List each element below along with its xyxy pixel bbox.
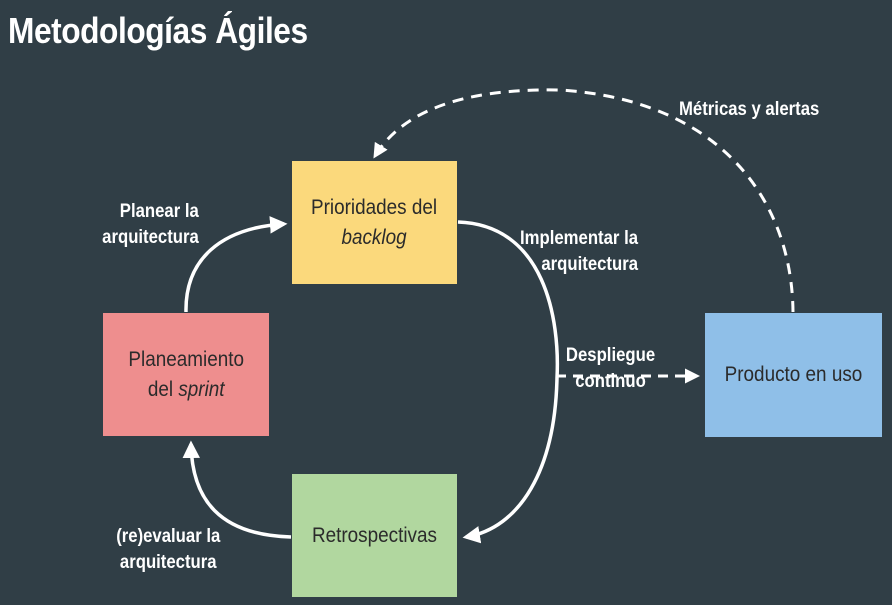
node-backlog-line2: backlog xyxy=(341,225,408,249)
node-producto-label: Producto en uso xyxy=(724,363,863,386)
node-prioridades-backlog: Prioridades del backlog xyxy=(292,161,457,284)
node-retrospectivas: Retrospectivas xyxy=(292,474,457,597)
edge-label-despliegue: Despliegue continuo xyxy=(563,343,658,395)
edge-label-reevaluar-line1: (re)evaluar la xyxy=(115,526,220,547)
edge-label-reevaluar-line2: arquitectura xyxy=(119,552,217,573)
edge-label-planear: Planear la arquitectura xyxy=(102,199,199,251)
node-sprint-line2-prefix: del xyxy=(147,377,179,401)
node-planeamiento-sprint: Planeamiento del sprint xyxy=(103,313,269,436)
edge-label-metricas: Métricas y alertas xyxy=(679,99,820,120)
edge-label-implementar-line1: Implementar la xyxy=(520,228,639,249)
edge-label-implementar: Implementar la arquitectura xyxy=(520,226,638,278)
node-retro-label: Retrospectivas xyxy=(311,523,437,547)
edge-label-despliegue-line1: Despliegue xyxy=(565,345,656,366)
node-sprint-line1: Planeamiento xyxy=(128,347,244,371)
edge-label-planear-line2: arquitectura xyxy=(102,227,199,248)
arrow-reevaluar xyxy=(182,440,292,539)
edge-label-reevaluar: (re)evaluar la arquitectura xyxy=(116,524,220,576)
arrow-metricas xyxy=(373,88,795,313)
node-backlog-line1: Prioridades del xyxy=(311,195,438,219)
edge-label-planear-line1: Planear la xyxy=(119,201,199,222)
arrow-implementar xyxy=(457,220,560,544)
arrow-planear xyxy=(184,216,288,313)
edge-label-despliegue-line2: continuo xyxy=(575,371,646,392)
edge-label-implementar-line2: arquitectura xyxy=(541,254,639,275)
node-producto-en-uso: Producto en uso xyxy=(705,313,882,437)
node-sprint-line2-em: sprint xyxy=(178,377,225,401)
page-title: Metodologías Ágiles xyxy=(8,10,308,51)
